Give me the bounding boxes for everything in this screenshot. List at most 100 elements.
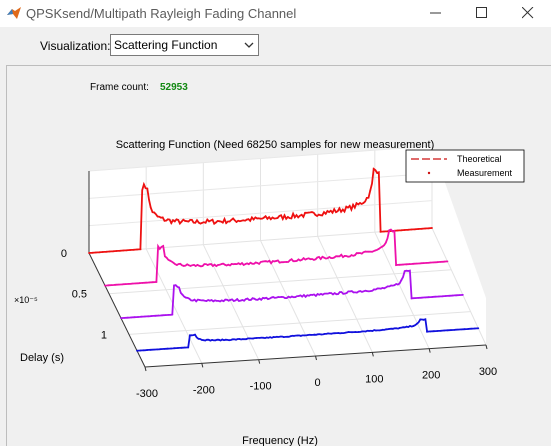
measurement-point [297,216,300,219]
measurement-point [422,318,425,321]
chart-y-axis-label: Delay (s) [20,352,64,364]
close-button[interactable] [505,0,551,27]
measurement-point [154,314,157,317]
measurement-point [258,336,261,339]
measurement-point [101,251,104,253]
measurement-point [295,259,298,262]
measurement-point [149,206,152,209]
measurement-point [258,262,260,265]
y-tick-label: 1 [101,329,107,341]
chevron-down-icon [244,42,254,48]
measurement-point [225,222,228,225]
measurement-point [255,337,258,339]
measurement-point [136,248,138,251]
measurement-point [306,257,308,260]
measurement-point [348,204,351,207]
measurement-point [328,292,331,294]
measurement-point [321,214,324,217]
measurement-point [138,282,141,285]
measurement-point [403,229,406,231]
measurement-point [204,221,207,224]
measurement-point [470,327,473,330]
measurement-point [292,260,295,263]
chart-y-axis-multiplier: ×10⁻⁵ [14,295,38,305]
measurement-point [296,334,299,337]
measurement-point [410,297,413,300]
measurement-point [299,259,302,262]
visualization-select[interactable]: Scattering Function [110,34,259,56]
minimize-button[interactable] [413,0,459,27]
measurement-point [412,262,415,265]
x-tick-label: 200 [422,370,440,382]
measurement-point [275,260,278,262]
measurement-point [318,293,321,296]
x-tick-mark [371,352,374,357]
measurement-point [174,284,177,287]
measurement-point [301,295,304,298]
measurement-point [287,295,290,298]
measurement-point [444,295,447,297]
measurement-point [354,254,356,257]
measurement-point [450,329,452,331]
matlab-icon [7,7,21,19]
measurement-point [178,286,181,289]
measurement-point [455,294,457,297]
measurement-point [189,265,192,267]
chart-legend: Theoretical Measurement [405,149,525,183]
measurement-point [334,332,336,335]
measurement-point [355,202,358,205]
measurement-point [352,203,355,206]
grid-line-floor-delay [128,311,471,335]
measurement-point [221,338,224,341]
y-axis-line [88,252,146,368]
measurement-point [267,298,269,301]
measurement-point [153,348,155,351]
y-tick-label: 0.5 [72,289,87,301]
measurement-point [251,262,254,265]
measurement-point [313,333,316,336]
maximize-button[interactable] [459,0,505,27]
measurement-point [456,328,459,331]
chart-x-axis-label: Frequency (Hz) [242,435,318,446]
measurement-point [232,300,235,302]
measurement-point [325,292,328,295]
measurement-point [405,263,408,266]
measurement-point [197,221,200,224]
measurement-point [341,208,344,211]
measurement-point [395,264,397,266]
measurement-point [294,296,297,299]
measurement-point [228,339,231,342]
measurement-point [167,313,170,316]
measurement-point [473,327,476,330]
measurement-point [280,295,283,298]
measurement-point [407,270,410,272]
measurement-point [271,260,274,262]
measurement-point [263,297,266,300]
measurement-point [256,217,258,220]
measurement-point [443,260,445,263]
measurement-point [395,327,398,330]
measurement-point [184,220,186,222]
measurement-point [327,332,330,335]
measurement-point [246,297,249,300]
measurement-point [352,291,355,294]
measurement-point [203,263,206,266]
measurement-point [173,347,176,350]
measurement-point [112,250,114,253]
measurement-point [268,259,271,262]
measurement-point [344,331,347,334]
measurement-point [108,250,111,253]
measurement-point [177,347,179,349]
measurement-point [357,331,360,333]
measurement-point [162,245,165,247]
measurement-point [159,348,162,351]
measurement-point [153,211,156,214]
y-tick-label: 0 [61,248,67,260]
measurement-point [304,295,307,298]
measurement-point [190,334,193,337]
measurement-point [226,298,228,301]
measurement-point [400,279,403,282]
grid-line-floor-delay [88,227,433,254]
measurement-point [304,211,306,214]
